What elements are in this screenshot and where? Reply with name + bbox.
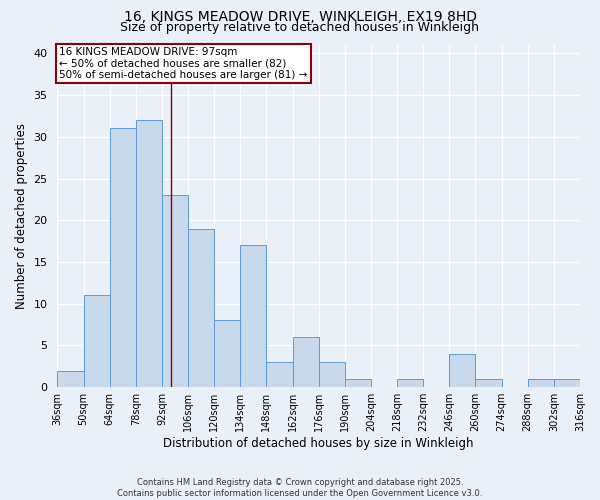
Bar bbox=[554, 379, 580, 387]
Bar bbox=[319, 362, 345, 387]
Text: 16 KINGS MEADOW DRIVE: 97sqm
← 50% of detached houses are smaller (82)
50% of se: 16 KINGS MEADOW DRIVE: 97sqm ← 50% of de… bbox=[59, 46, 308, 80]
Bar bbox=[214, 320, 241, 387]
Bar bbox=[188, 228, 214, 387]
Bar bbox=[528, 379, 554, 387]
Bar bbox=[83, 296, 110, 387]
Bar bbox=[293, 337, 319, 387]
Bar bbox=[58, 370, 83, 387]
X-axis label: Distribution of detached houses by size in Winkleigh: Distribution of detached houses by size … bbox=[163, 437, 474, 450]
Bar bbox=[110, 128, 136, 387]
Bar bbox=[397, 379, 423, 387]
Text: Size of property relative to detached houses in Winkleigh: Size of property relative to detached ho… bbox=[121, 21, 479, 34]
Text: Contains HM Land Registry data © Crown copyright and database right 2025.
Contai: Contains HM Land Registry data © Crown c… bbox=[118, 478, 482, 498]
Bar bbox=[449, 354, 475, 387]
Bar bbox=[266, 362, 293, 387]
Bar bbox=[475, 379, 502, 387]
Text: 16, KINGS MEADOW DRIVE, WINKLEIGH, EX19 8HD: 16, KINGS MEADOW DRIVE, WINKLEIGH, EX19 … bbox=[124, 10, 476, 24]
Y-axis label: Number of detached properties: Number of detached properties bbox=[15, 123, 28, 309]
Bar bbox=[241, 246, 266, 387]
Bar bbox=[136, 120, 162, 387]
Bar bbox=[345, 379, 371, 387]
Bar bbox=[162, 195, 188, 387]
